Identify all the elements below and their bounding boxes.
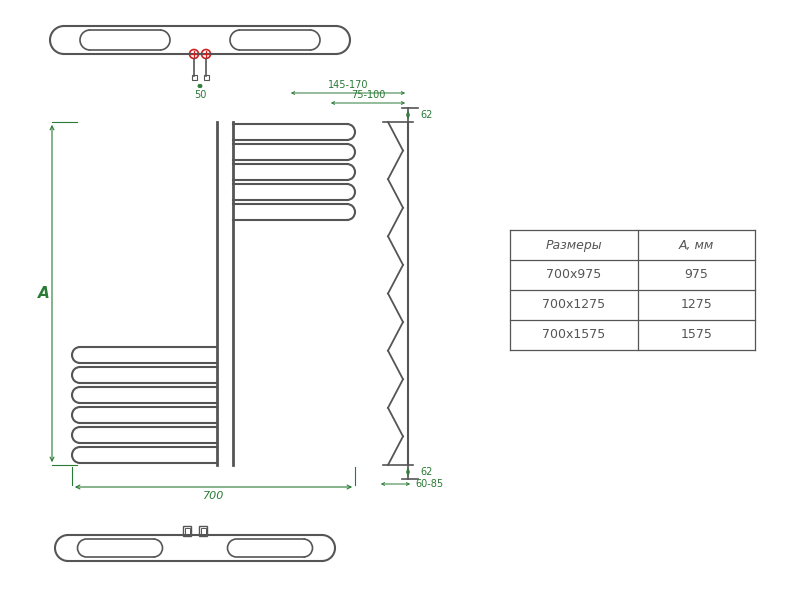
Text: 62: 62 <box>420 467 432 477</box>
Bar <box>183 526 191 536</box>
Bar <box>185 528 190 534</box>
Text: 1275: 1275 <box>681 298 712 311</box>
Bar <box>191 75 197 80</box>
Text: 62: 62 <box>420 110 432 120</box>
Text: 50: 50 <box>194 90 206 100</box>
Text: 700х1275: 700х1275 <box>542 298 606 311</box>
Text: 145-170: 145-170 <box>328 80 368 90</box>
Text: 975: 975 <box>685 269 709 281</box>
Text: 75-100: 75-100 <box>351 90 385 100</box>
Bar <box>199 526 207 536</box>
Bar <box>201 528 206 534</box>
Text: А, мм: А, мм <box>679 238 714 251</box>
Bar <box>203 75 209 80</box>
Text: 700х1575: 700х1575 <box>542 329 606 341</box>
Text: А: А <box>38 286 50 301</box>
Text: 700: 700 <box>203 491 224 501</box>
Text: 700х975: 700х975 <box>546 269 602 281</box>
Text: Размеры: Размеры <box>546 238 602 251</box>
Text: 60-85: 60-85 <box>415 479 443 489</box>
Text: 1575: 1575 <box>681 329 713 341</box>
